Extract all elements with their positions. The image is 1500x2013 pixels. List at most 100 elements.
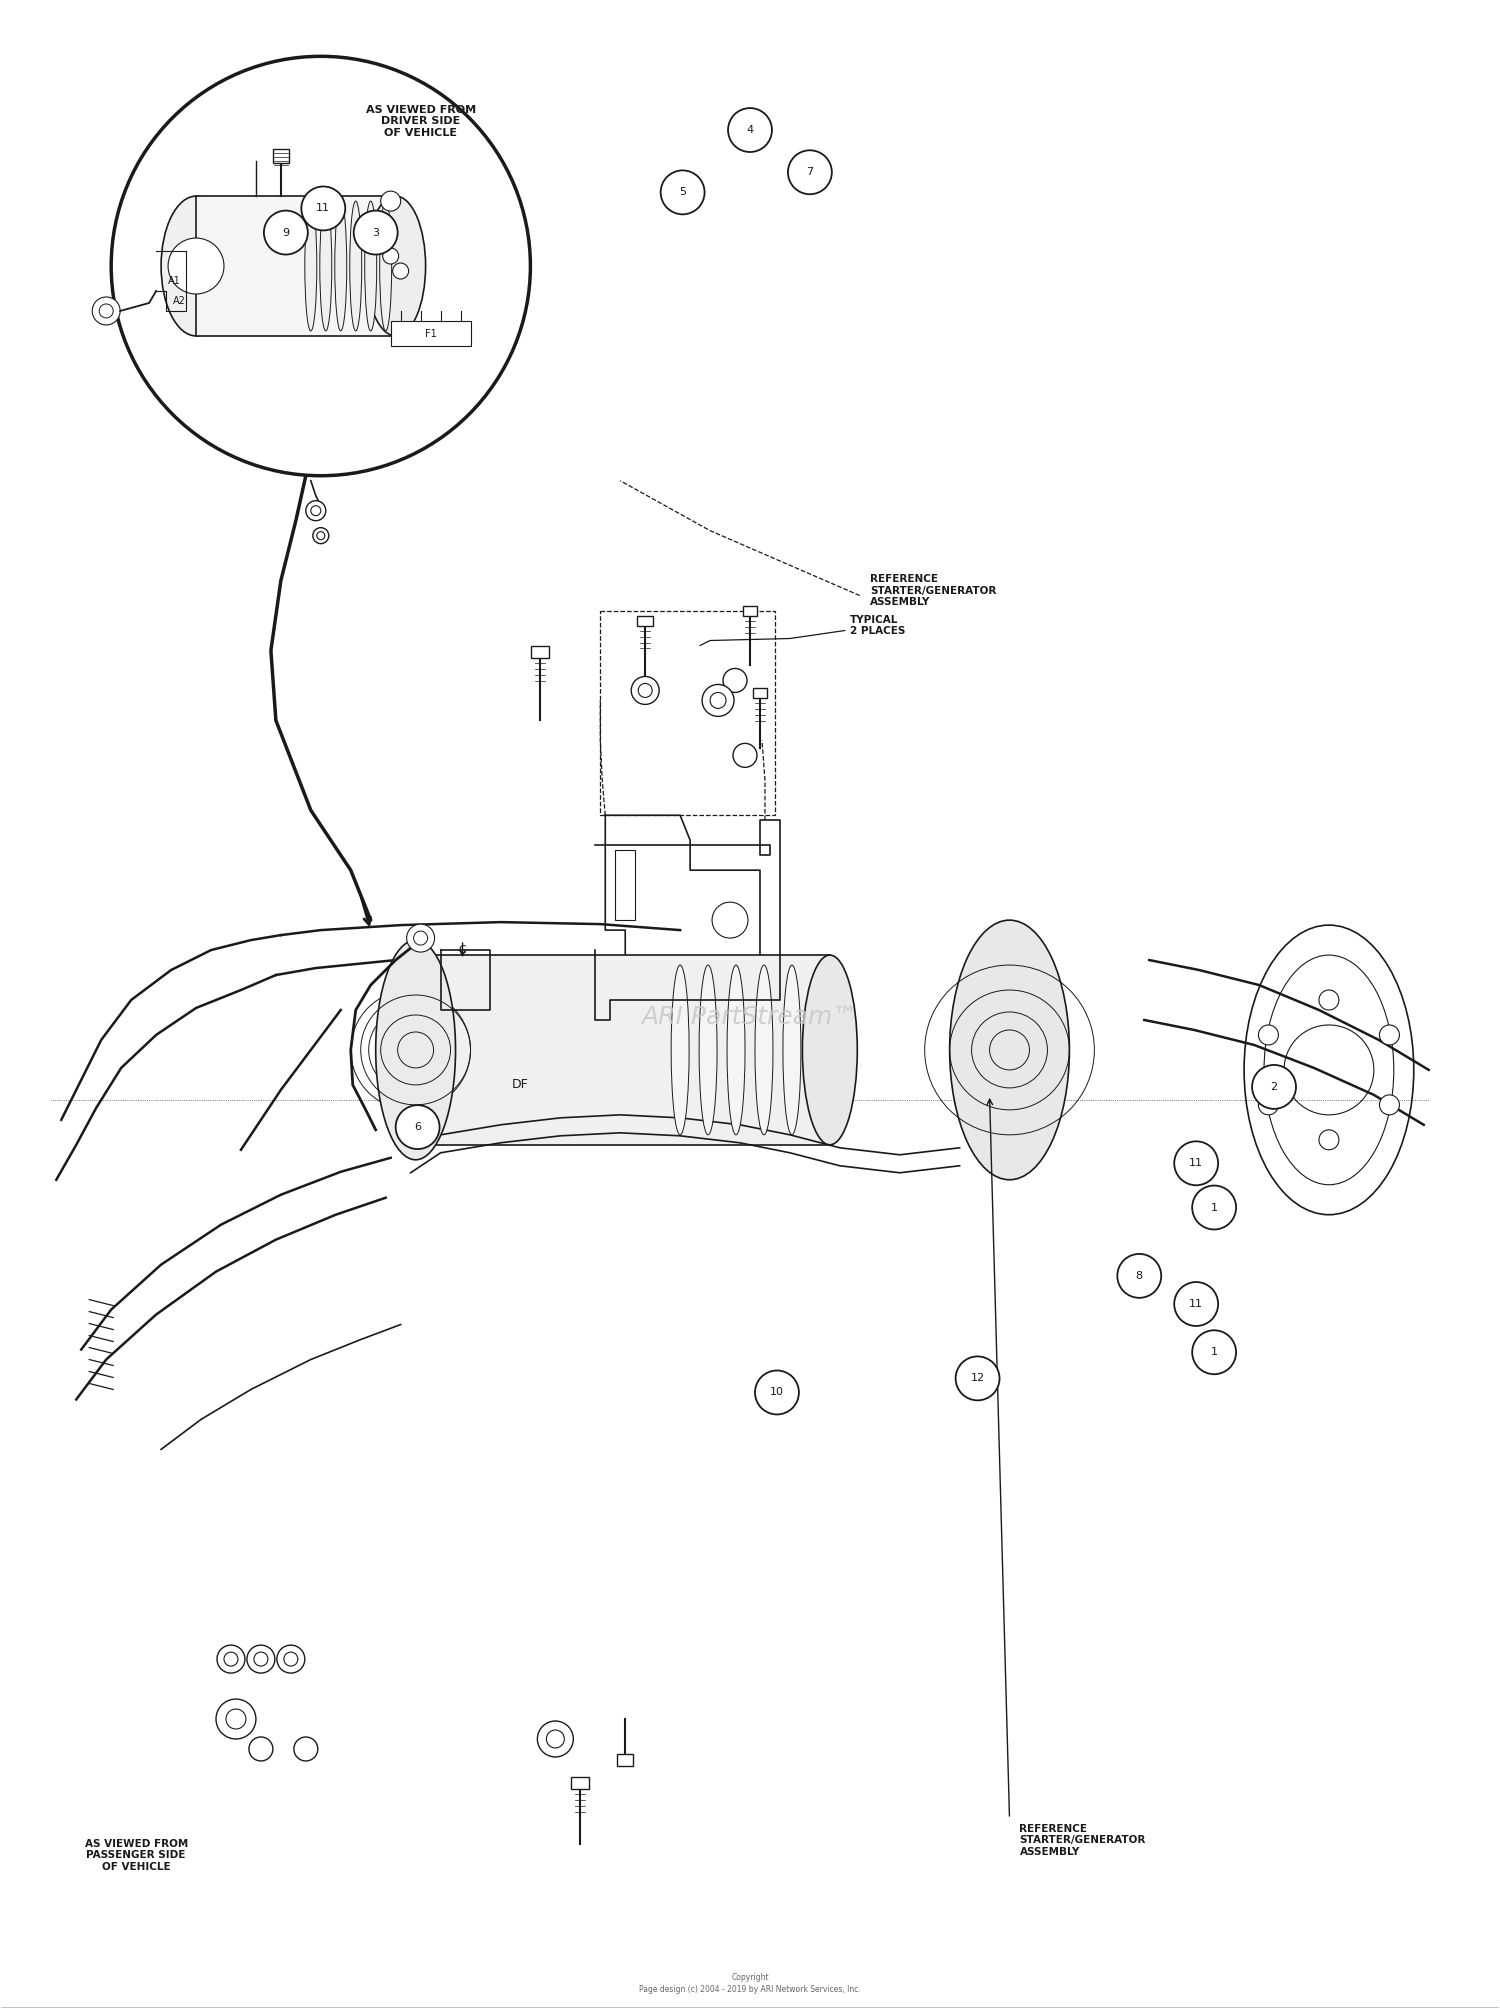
Circle shape bbox=[1174, 1282, 1218, 1327]
Circle shape bbox=[1380, 1095, 1400, 1115]
Circle shape bbox=[712, 902, 748, 938]
Circle shape bbox=[314, 527, 328, 544]
Circle shape bbox=[728, 109, 772, 153]
Circle shape bbox=[638, 684, 652, 696]
Circle shape bbox=[1380, 1025, 1400, 1045]
Circle shape bbox=[278, 1645, 304, 1673]
Circle shape bbox=[354, 211, 398, 254]
Circle shape bbox=[537, 1721, 573, 1757]
Text: 7: 7 bbox=[807, 167, 813, 177]
Text: 5: 5 bbox=[680, 187, 686, 197]
Ellipse shape bbox=[699, 964, 717, 1135]
Ellipse shape bbox=[380, 201, 392, 330]
Text: A2: A2 bbox=[172, 296, 186, 306]
Text: Page design (c) 2004 - 2019 by ARI Network Services, Inc.: Page design (c) 2004 - 2019 by ARI Netwo… bbox=[639, 1985, 861, 1993]
Text: 11: 11 bbox=[1190, 1157, 1203, 1168]
Circle shape bbox=[217, 1645, 244, 1673]
Text: 11: 11 bbox=[1190, 1298, 1203, 1308]
Circle shape bbox=[1318, 1129, 1340, 1149]
Text: F1: F1 bbox=[424, 328, 436, 338]
Circle shape bbox=[224, 1653, 238, 1667]
Text: REFERENCE
STARTER/GENERATOR
ASSEMBLY: REFERENCE STARTER/GENERATOR ASSEMBLY bbox=[1020, 1824, 1146, 1858]
Circle shape bbox=[1192, 1331, 1236, 1375]
Circle shape bbox=[396, 1105, 439, 1149]
Text: 4: 4 bbox=[747, 125, 753, 135]
Text: C: C bbox=[459, 944, 466, 954]
Ellipse shape bbox=[728, 964, 746, 1135]
Circle shape bbox=[381, 191, 400, 211]
Circle shape bbox=[660, 171, 705, 213]
Text: A1: A1 bbox=[168, 276, 180, 286]
Ellipse shape bbox=[670, 964, 688, 1135]
Circle shape bbox=[168, 238, 224, 294]
Circle shape bbox=[393, 264, 408, 280]
Circle shape bbox=[310, 505, 321, 515]
Ellipse shape bbox=[783, 964, 801, 1135]
Bar bbox=[753, 688, 766, 699]
Text: 11: 11 bbox=[316, 203, 330, 213]
Circle shape bbox=[546, 1729, 564, 1747]
Circle shape bbox=[1258, 1095, 1278, 1115]
Circle shape bbox=[632, 676, 658, 705]
Circle shape bbox=[788, 151, 832, 193]
Circle shape bbox=[702, 684, 734, 717]
Circle shape bbox=[302, 187, 345, 229]
Circle shape bbox=[316, 531, 326, 539]
Circle shape bbox=[734, 743, 758, 767]
Circle shape bbox=[956, 1357, 999, 1401]
Circle shape bbox=[723, 668, 747, 692]
Circle shape bbox=[264, 211, 308, 254]
Circle shape bbox=[216, 1699, 256, 1739]
Circle shape bbox=[1252, 1065, 1296, 1109]
Circle shape bbox=[1318, 990, 1340, 1011]
Ellipse shape bbox=[382, 954, 438, 1145]
Circle shape bbox=[294, 1737, 318, 1761]
Text: AS VIEWED FROM
DRIVER SIDE
OF VEHICLE: AS VIEWED FROM DRIVER SIDE OF VEHICLE bbox=[366, 105, 476, 137]
Text: 6: 6 bbox=[414, 1121, 422, 1131]
Ellipse shape bbox=[334, 201, 346, 330]
Circle shape bbox=[249, 1737, 273, 1761]
Text: Copyright: Copyright bbox=[730, 1973, 770, 1981]
Ellipse shape bbox=[950, 920, 1070, 1180]
Ellipse shape bbox=[160, 195, 231, 336]
Circle shape bbox=[1192, 1186, 1236, 1230]
Circle shape bbox=[254, 1653, 268, 1667]
Ellipse shape bbox=[304, 201, 316, 330]
Ellipse shape bbox=[350, 201, 361, 330]
Bar bbox=[600, 610, 776, 815]
Circle shape bbox=[226, 1709, 246, 1729]
Ellipse shape bbox=[375, 940, 456, 1159]
Circle shape bbox=[710, 692, 726, 709]
Text: 1: 1 bbox=[1210, 1202, 1218, 1212]
Bar bbox=[531, 646, 549, 658]
Bar bbox=[572, 1777, 590, 1790]
Text: 9: 9 bbox=[282, 227, 290, 238]
Text: 10: 10 bbox=[770, 1387, 784, 1397]
Bar bbox=[616, 1753, 633, 1765]
Circle shape bbox=[406, 924, 435, 952]
Circle shape bbox=[1174, 1141, 1218, 1186]
Bar bbox=[615, 849, 634, 920]
Text: 8: 8 bbox=[1136, 1270, 1143, 1280]
Ellipse shape bbox=[320, 201, 332, 330]
Circle shape bbox=[306, 501, 326, 521]
Circle shape bbox=[284, 1653, 298, 1667]
Circle shape bbox=[382, 248, 399, 264]
Circle shape bbox=[1118, 1254, 1161, 1298]
Text: TYPICAL
2 PLACES: TYPICAL 2 PLACES bbox=[850, 614, 904, 636]
Bar bbox=[196, 195, 396, 336]
Ellipse shape bbox=[802, 954, 858, 1145]
Text: ARI PartStream™: ARI PartStream™ bbox=[642, 1004, 858, 1029]
Text: 1: 1 bbox=[1210, 1347, 1218, 1357]
Text: AS VIEWED FROM
PASSENGER SIDE
OF VEHICLE: AS VIEWED FROM PASSENGER SIDE OF VEHICLE bbox=[84, 1838, 188, 1872]
Bar bbox=[411, 954, 830, 1145]
Text: 3: 3 bbox=[372, 227, 380, 238]
Circle shape bbox=[1258, 1025, 1278, 1045]
Text: REFERENCE
STARTER/GENERATOR
ASSEMBLY: REFERENCE STARTER/GENERATOR ASSEMBLY bbox=[870, 574, 996, 608]
Circle shape bbox=[92, 298, 120, 324]
Circle shape bbox=[754, 1371, 800, 1415]
Bar bbox=[742, 606, 758, 616]
Ellipse shape bbox=[366, 195, 426, 336]
Text: 12: 12 bbox=[970, 1373, 984, 1383]
Text: DF: DF bbox=[512, 1079, 530, 1091]
